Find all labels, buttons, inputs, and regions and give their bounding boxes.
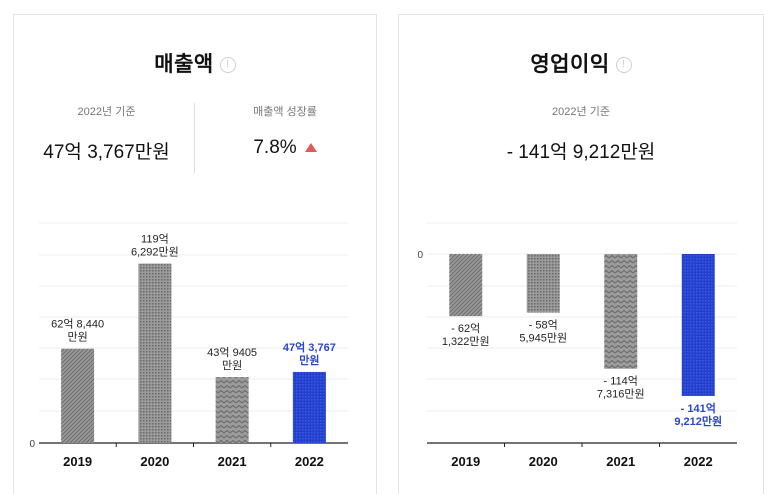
info-icon[interactable]: ! — [615, 57, 632, 74]
x-tick-label: 2021 — [218, 454, 247, 469]
data-label: 43억 9405 — [207, 346, 257, 359]
data-label: 1,322만원 — [442, 335, 490, 348]
revenue-base-year-label: 2022년 기준 — [77, 106, 136, 118]
revenue-title: 매출액! — [14, 48, 376, 78]
bar-2022 — [292, 371, 326, 443]
data-label: 7,316만원 — [597, 388, 645, 401]
operating-profit-title-text: 영업이익 — [530, 53, 610, 76]
stat-divider — [194, 103, 195, 173]
info-icon[interactable]: ! — [219, 57, 236, 74]
revenue-growth: 7.8% — [210, 137, 360, 159]
revenue-growth-value: 7.8% — [253, 137, 297, 158]
bar-2019 — [449, 254, 483, 317]
data-label: 9,212만원 — [674, 414, 722, 428]
data-label: 5,945만원 — [519, 332, 567, 345]
operating-profit-title: 영업이익! — [399, 48, 763, 78]
operating-profit-base-year-label: 2022년 기준 — [552, 106, 610, 118]
x-tick-label: 2019 — [451, 454, 480, 469]
revenue-value: 47억 3,767만원 — [43, 142, 170, 163]
x-tick-label: 2022 — [295, 454, 324, 469]
bar-2020 — [526, 254, 560, 313]
data-label: 만원 — [222, 359, 242, 372]
data-label: 119억 — [141, 233, 169, 246]
data-label: - 62억 — [451, 322, 480, 335]
revenue-growth-label: 매출액 성장률 — [253, 106, 317, 118]
up-triangle-icon — [304, 143, 317, 153]
y-tick-label: 0 — [29, 439, 35, 450]
x-tick-label: 2019 — [63, 454, 92, 469]
x-tick-label: 2020 — [140, 454, 169, 469]
data-label: - 58억 — [529, 319, 558, 332]
x-tick-label: 2020 — [529, 454, 558, 469]
data-label: 만원 — [68, 331, 88, 344]
operating-profit-card: 영업이익! 2022년 기준 - 141억 9,212만원 0 - 62억 1,32… — [398, 14, 764, 494]
data-label: - 114억 — [604, 375, 638, 388]
bar-2022 — [681, 254, 715, 396]
x-tick-label: 2022 — [684, 454, 713, 469]
bar-2019 — [61, 348, 95, 443]
revenue-card: 매출액! 2022년 기준 47억 3,767만원 매출액 성장률 7.8% 0… — [13, 14, 377, 494]
data-label: 47억 3,767 — [283, 341, 336, 354]
data-label: - 141억 — [681, 402, 716, 415]
bar-2020 — [138, 263, 172, 443]
y-tick-label: 0 — [417, 250, 423, 261]
data-label: 만원 — [299, 353, 319, 367]
operating-profit-value: - 141억 9,212만원 — [506, 142, 656, 163]
data-label: 6,292만원 — [131, 246, 179, 259]
x-tick-label: 2021 — [606, 454, 635, 469]
data-label: 62억 8,440 — [51, 318, 104, 331]
revenue-title-text: 매출액 — [154, 53, 214, 76]
bar-2021 — [604, 254, 638, 369]
bar-2021 — [215, 377, 249, 443]
